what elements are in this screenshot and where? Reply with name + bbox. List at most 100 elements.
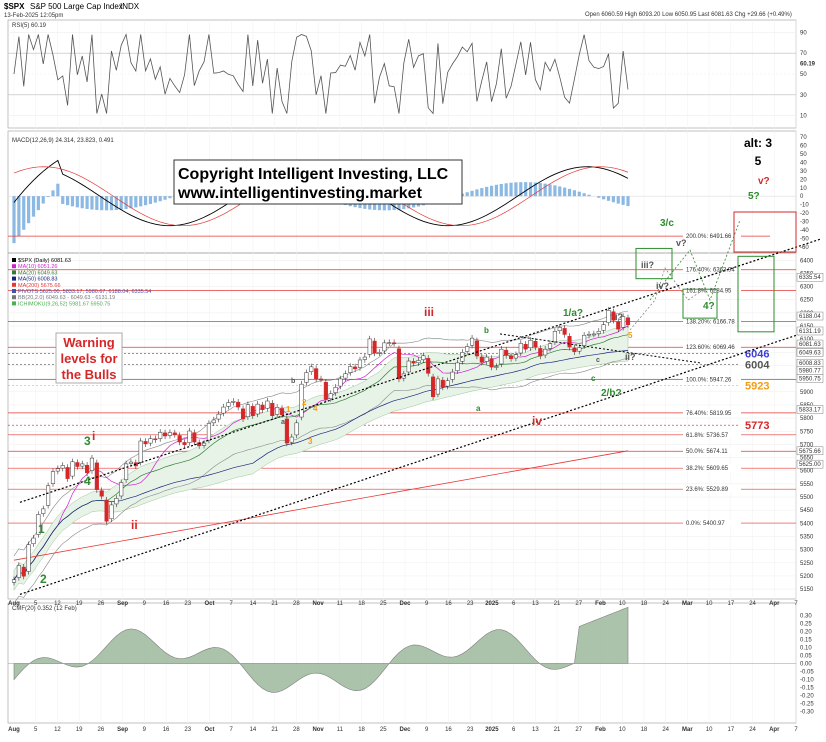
candle-body — [144, 441, 148, 443]
x-tick-label: 2025 — [485, 727, 499, 733]
price-tick-label: 5150 — [800, 587, 814, 593]
candle-body — [85, 465, 89, 473]
x-tick-label-mid: Apr — [769, 601, 780, 607]
fib-label: 38.2%: 5609.65 — [686, 466, 729, 472]
candle-body — [95, 463, 99, 490]
wave-label: a — [476, 404, 481, 413]
cmf-label: CMF(20) 0.352 (12 Feb) — [12, 606, 77, 612]
candle-body — [441, 380, 445, 387]
fib-label: 100.0%: 5947.26 — [686, 377, 732, 383]
legend-item: BB(20,2.0) 6049.63 - 6049.63 - 6131.19 — [18, 295, 115, 301]
candle-body — [90, 458, 94, 471]
macd-hist-bar — [85, 196, 88, 209]
macd-hist-bar — [105, 196, 108, 210]
macd-tick: -60 — [800, 245, 809, 251]
wave-label: ii — [131, 518, 138, 532]
x-tick-label: 23 — [467, 727, 474, 733]
candle-body — [363, 357, 367, 359]
candle-body — [241, 409, 245, 419]
wave-label: b — [484, 326, 489, 335]
macd-hist-bar — [76, 196, 79, 207]
candle-body — [295, 423, 299, 435]
candle-body — [553, 331, 557, 342]
macd-hist-bar — [163, 196, 166, 200]
cmf-tick: 0.05 — [800, 654, 812, 660]
cmf-tick: -0.05 — [800, 669, 814, 675]
price-box-label: 6049.63 — [799, 350, 821, 356]
x-tick-label-mid: 23 — [184, 601, 191, 607]
candle-body — [344, 374, 348, 378]
x-tick-label-mid: Nov — [312, 601, 324, 607]
candle-body — [41, 509, 45, 514]
wave-label: 2 — [302, 398, 307, 407]
macd-hist-bar — [47, 196, 50, 197]
macd-tick: 50 — [800, 152, 807, 158]
candle-body — [353, 367, 357, 369]
candle-body — [275, 407, 279, 414]
x-tick-label-mid: 25 — [380, 601, 387, 607]
x-tick-label: 19 — [76, 727, 83, 733]
rsi-tick: 90 — [800, 30, 807, 36]
macd-hist-bar — [66, 196, 69, 205]
x-tick-label: 13 — [532, 727, 539, 733]
macd-hist-bar — [81, 196, 84, 208]
x-tick-label-mid: 26 — [98, 601, 105, 607]
price-tick-label: 5200 — [800, 574, 814, 580]
x-tick-label: Oct — [204, 727, 214, 733]
legend-swatch — [12, 283, 16, 287]
x-tick-label-mid: 13 — [532, 601, 539, 607]
x-tick-label-mid: 19 — [76, 601, 83, 607]
macd-hist-bar — [470, 191, 473, 196]
candle-body — [602, 325, 606, 331]
candle-body — [222, 407, 226, 413]
candle-body — [339, 379, 343, 386]
x-tick-label: Dec — [399, 727, 411, 733]
header-symbol: $SPX — [4, 2, 25, 11]
candle-body — [319, 379, 323, 380]
candle-body — [56, 469, 60, 471]
price-tick-label: 5550 — [800, 482, 814, 488]
wave-label: iii? — [641, 260, 654, 270]
cmf-tick: -0.10 — [800, 677, 814, 683]
wave-label: a — [281, 419, 285, 426]
candle-body — [32, 538, 36, 544]
fib-label: 200.0%: 6491.66 — [686, 234, 732, 240]
alt-label-line2: 5 — [755, 154, 762, 168]
candle-body — [378, 352, 382, 353]
candle-body — [329, 394, 333, 399]
legend-item: MA(50) 6008.83 — [18, 277, 57, 283]
candle-body — [387, 343, 391, 344]
wave-label: ii? — [625, 352, 636, 362]
macd-hist-bar — [22, 196, 25, 230]
candle-body — [480, 357, 484, 362]
candle-body — [500, 349, 504, 364]
candle-body — [193, 433, 197, 442]
fib-label: 176.40%: 6363.94 — [686, 268, 735, 274]
candle-body — [231, 401, 235, 402]
fib-label: 23.6%: 5529.89 — [686, 487, 729, 493]
price-box-label: 6008.83 — [799, 361, 821, 367]
candle-body — [139, 441, 143, 462]
macd-hist-bar — [475, 189, 478, 196]
macd-hist-bar — [124, 196, 127, 209]
macd-tick: -40 — [800, 228, 809, 234]
rsi-tick: 70 — [800, 51, 807, 57]
x-tick-label: 18 — [641, 727, 648, 733]
legend-swatch — [12, 301, 16, 305]
candle-body — [266, 401, 270, 408]
x-tick-label: 24 — [749, 727, 756, 733]
cmf-tick: 0.15 — [800, 638, 812, 644]
rsi-tick: 50 — [800, 72, 807, 78]
macd-label: MACD(12,26,9) 24.314, 23.823, 0.491 — [12, 138, 114, 144]
x-tick-label: Apr — [769, 727, 780, 733]
candle-body — [597, 331, 601, 333]
x-tick-label-mid: 18 — [641, 601, 648, 607]
candle-body — [592, 334, 596, 335]
x-tick-label-mid: 27 — [575, 601, 582, 607]
candle-body — [124, 464, 128, 480]
candle-body — [451, 372, 455, 379]
price-box-label: 5675.66 — [799, 449, 821, 455]
candle-body — [426, 358, 430, 373]
macd-hist-bar — [42, 196, 45, 203]
